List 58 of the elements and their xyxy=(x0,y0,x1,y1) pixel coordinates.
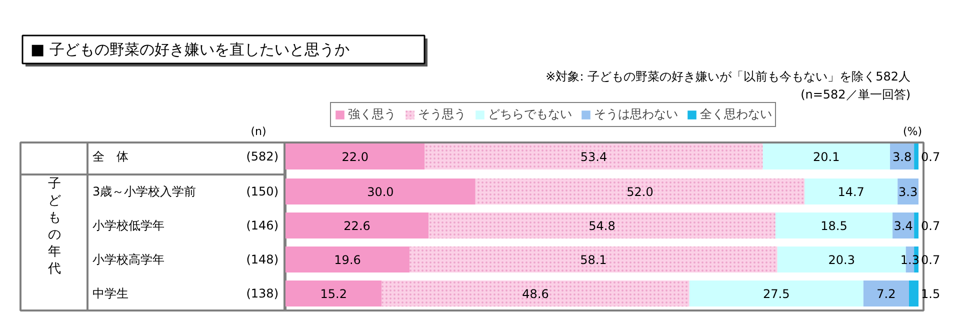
data-label: 0.7 xyxy=(921,150,940,164)
text: (%) xyxy=(902,125,922,138)
y-tick-label: 全 体 xyxy=(92,150,128,164)
y-tick-label: 3歳～小学校入学前 xyxy=(92,184,196,198)
data-label: 48.6 xyxy=(522,287,549,301)
text: (582) xyxy=(246,150,279,164)
legend-label: 全く思わない xyxy=(700,106,772,123)
bar xyxy=(863,280,910,306)
data-label: 14.7 xyxy=(838,185,864,199)
legend-label: どちらでもない xyxy=(488,106,572,123)
bar xyxy=(909,280,918,306)
data-label: 0.7 xyxy=(921,253,940,267)
text: (148) xyxy=(246,252,279,266)
bar xyxy=(914,212,918,238)
data-label: 3.8 xyxy=(892,150,912,164)
text: (146) xyxy=(246,218,279,232)
data-label: 53.4 xyxy=(580,150,608,164)
data-label: 19.6 xyxy=(334,253,361,267)
data-label: 20.1 xyxy=(813,150,840,164)
text: ※対象: 子どもの野菜の好き嫌いが「以前も今もない」を除く582人 xyxy=(546,70,911,84)
bar xyxy=(762,144,890,170)
text: (150) xyxy=(246,184,279,198)
data-label: 18.5 xyxy=(820,219,848,233)
bar xyxy=(689,280,864,306)
text: (138) xyxy=(246,286,279,300)
data-label: 1.3 xyxy=(900,253,920,267)
bar xyxy=(804,178,898,204)
data-label: 0.7 xyxy=(921,219,940,233)
bar xyxy=(286,280,382,306)
data-label: 30.0 xyxy=(367,185,394,199)
y-tick-label: 小学校高学年 xyxy=(92,252,164,266)
data-label: 52.0 xyxy=(626,185,654,199)
data-label: 3.3 xyxy=(898,185,918,199)
bar xyxy=(286,144,425,170)
data-label: 20.3 xyxy=(828,253,855,267)
data-label: 27.5 xyxy=(763,287,790,301)
bar xyxy=(286,212,429,238)
data-label: 54.8 xyxy=(588,219,616,233)
data-label: 7.2 xyxy=(876,287,896,301)
data-label: 1.5 xyxy=(921,287,940,301)
bar xyxy=(286,178,476,204)
y-tick-label: 小学校低学年 xyxy=(92,218,164,232)
bar xyxy=(775,212,893,238)
legend-label: 強く思う xyxy=(348,106,396,123)
data-label: 22.0 xyxy=(342,150,368,164)
data-label: 3.4 xyxy=(894,219,913,233)
text: 子どもの年代 xyxy=(47,176,61,276)
text: (n) xyxy=(250,125,266,138)
data-label: 58.1 xyxy=(580,253,607,267)
bar xyxy=(914,144,918,170)
legend-label: そうは思わない xyxy=(594,106,678,123)
data-label: 22.6 xyxy=(344,219,370,233)
data-label: 15.2 xyxy=(320,287,347,301)
y-tick-label: 中学生 xyxy=(92,286,128,300)
chart-title: ■ 子どもの野菜の好き嫌いを直したいと思うか xyxy=(30,40,350,58)
text: (n=582／単一回答) xyxy=(800,88,911,102)
legend-label: そう思う xyxy=(418,106,466,123)
bar xyxy=(286,246,410,272)
